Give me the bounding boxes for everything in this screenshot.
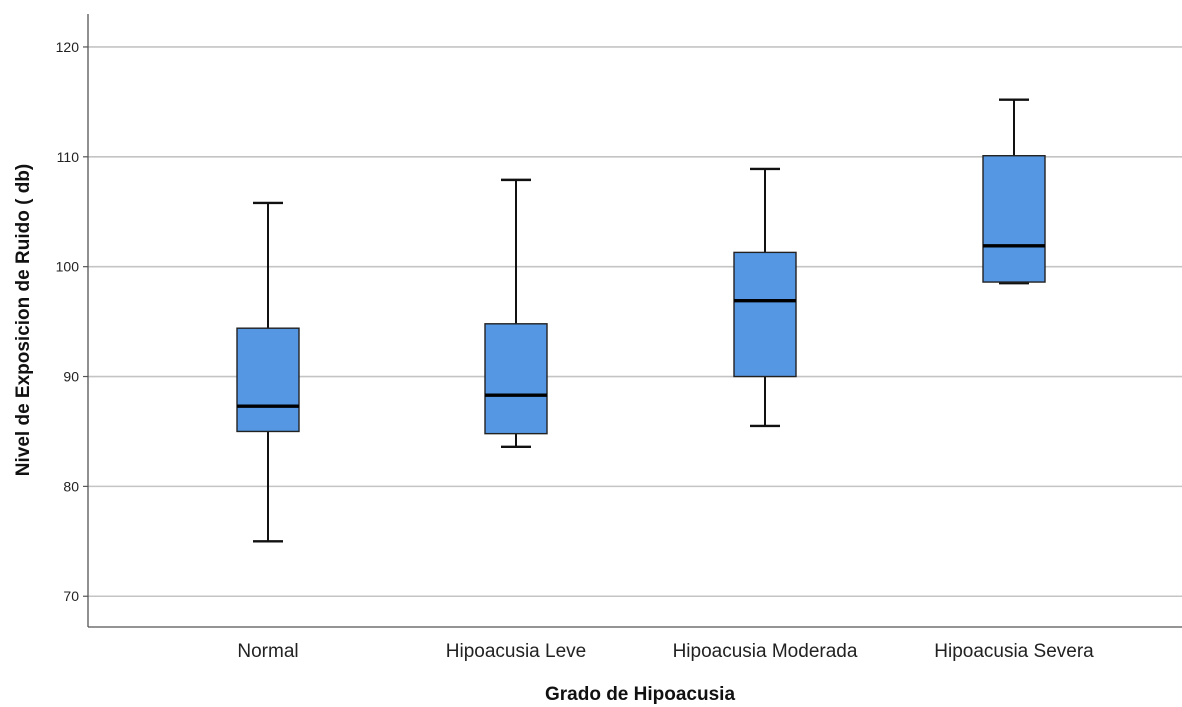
x-category-label-4: Hipoacusia Severa [934, 641, 1094, 662]
gridlines [88, 46, 1182, 598]
x-category-label-2: Hipoacusia Leve [446, 641, 586, 662]
y-axis-ticks: 70 80 90 100 110 120 [56, 39, 88, 604]
x-category-label-3: Hipoacusia Moderada [673, 641, 858, 662]
y-tick-label-100: 100 [56, 259, 80, 275]
y-tick-label-80: 80 [63, 478, 79, 494]
box-4 [982, 98, 1046, 285]
y-tick-label-70: 70 [63, 588, 79, 604]
y-tick-label-120: 120 [56, 39, 80, 55]
iqr-box [982, 155, 1046, 283]
box-3 [733, 167, 797, 428]
iqr-box [236, 327, 300, 433]
box-1 [236, 201, 300, 543]
x-axis-title: Grado de Hipoacusia [545, 684, 735, 705]
y-axis-title: Nivel de Exposicion de Ruido ( db) [13, 164, 34, 476]
iqr-box [733, 251, 797, 378]
x-category-label-1: Normal [237, 641, 298, 662]
y-tick-label-110: 110 [57, 149, 80, 165]
iqr-box [484, 323, 548, 435]
boxes [236, 98, 1046, 543]
x-axis-category-labels: Normal Hipoacusia Leve Hipoacusia Moderada… [237, 641, 1094, 662]
box-2 [484, 178, 548, 449]
y-tick-label-90: 90 [63, 369, 79, 385]
